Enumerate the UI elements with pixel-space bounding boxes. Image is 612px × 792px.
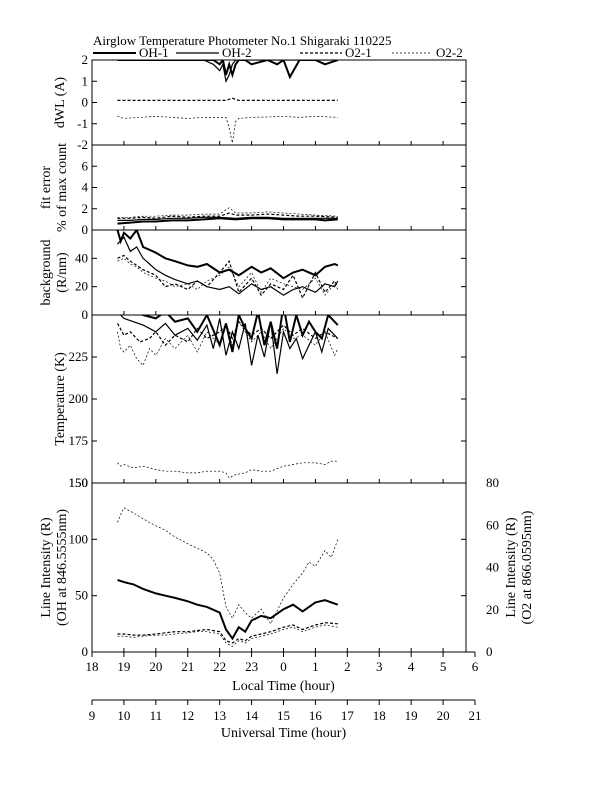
series-oh-1: [117, 578, 339, 641]
universal-time-tick-label: 15: [277, 708, 290, 723]
y-axis-title: background: [39, 239, 54, 305]
universal-time-tick-label: 10: [117, 708, 130, 723]
universal-time-tick-label: 19: [405, 708, 418, 723]
local-time-tick-label: 20: [149, 659, 162, 674]
y-tick-label: 40: [75, 250, 88, 265]
universal-time-tick-label: 18: [373, 708, 386, 723]
series-oh-1: [116, 230, 339, 280]
legend-label-o21: O2-1: [345, 45, 372, 60]
y-tick-label: -1: [77, 116, 88, 131]
legend-label-oh1: OH-1: [139, 45, 169, 60]
series-o2-2: [117, 624, 338, 647]
y2-tick-label: 80: [486, 475, 499, 490]
local-time-tick-label: 2: [344, 659, 351, 674]
legend-label-o22: O2-2: [436, 45, 463, 60]
local-time-title: Local Time (hour): [232, 679, 335, 694]
series-o2-2: [117, 207, 338, 218]
series-o2-1: [117, 622, 338, 644]
universal-time-tick-label: 12: [181, 708, 194, 723]
series-oh-1: [117, 217, 338, 225]
panel-frame: [91, 482, 467, 653]
panel-dwl: 2 1 0 -1 -2 dWL (A): [53, 52, 467, 152]
y-tick-label: 150: [69, 475, 89, 490]
series-oh-2: [119, 315, 339, 374]
universal-time-tick-label: 14: [245, 708, 259, 723]
local-time-tick-label: 1: [312, 659, 319, 674]
universal-time-tick-label: 20: [437, 708, 450, 723]
local-time-tick-label: 3: [376, 659, 383, 674]
series-o2-1: [117, 254, 339, 300]
y-tick-label: 175: [69, 433, 89, 448]
y-tick-label: 100: [69, 531, 89, 546]
y-axis-title: Temperature (K): [53, 352, 68, 446]
series-oh-1: [117, 60, 339, 80]
y-tick-label: 2: [82, 201, 89, 216]
y-axis-title: fit error: [39, 166, 54, 209]
y-tick-label: -2: [77, 137, 88, 152]
universal-time-tick-label: 11: [150, 708, 163, 723]
y-tick-label: 0: [82, 222, 89, 237]
y-axis-title: dWL (A): [53, 77, 68, 129]
local-time-tick-label: 4: [408, 659, 415, 674]
y2-tick-label: 0: [486, 644, 493, 659]
series-oh-2: [117, 216, 338, 221]
local-time-tick-label: 22: [213, 659, 226, 674]
series-o2-1: [117, 97, 338, 102]
local-time-tick-label: 6: [472, 659, 479, 674]
panel-temperature: 225 200 175 150 Temperature (K): [53, 314, 467, 490]
y-tick-label: 150: [69, 475, 89, 490]
y-tick-label: 6: [82, 158, 89, 173]
panel-fit_error: 6 4 2 0 fit error% of max count: [39, 143, 467, 237]
local-time-tick-label: 21: [181, 659, 194, 674]
series-oh-2: [117, 507, 339, 625]
local-time-tick-label: 19: [117, 659, 130, 674]
series-o2-2: [117, 320, 339, 367]
panel-background: 40 20 0 background (R/nm): [39, 229, 467, 322]
local-time-tick-label: 18: [86, 659, 99, 674]
y-tick-label: 0: [82, 307, 89, 322]
series-o2-2: [117, 115, 338, 143]
series-oh-2: [117, 60, 338, 84]
universal-time-tick-label: 21: [469, 708, 482, 723]
chart-title: Airglow Temperature Photometer No.1 Shig…: [93, 33, 392, 48]
y2-axis-subtitle: (O2 at 866.0595nm): [520, 510, 535, 624]
y-tick-label: 0: [82, 95, 89, 110]
series-oh-1: [140, 315, 339, 353]
y-tick-label: 200: [69, 391, 89, 406]
y-tick-label: 4: [82, 180, 89, 195]
y2-tick-label: 20: [486, 602, 499, 617]
series-oh-2: [117, 236, 339, 296]
local-time-tick-label: 5: [440, 659, 447, 674]
y-axis-subtitle: (R/nm): [55, 252, 70, 293]
local-time-tick-label: 0: [280, 659, 287, 674]
y2-tick-label: 60: [486, 517, 499, 532]
y-axis-title: Line Intensity (R): [39, 517, 54, 618]
y-axis-subtitle: (OH at 846.5555nm): [55, 509, 70, 626]
universal-time-tick-label: 9: [89, 708, 96, 723]
legend: OH-1 OH-2 O2-1 O2-2: [93, 45, 463, 60]
y-axis-subtitle: % of max count: [55, 143, 70, 232]
series-o2-1: [117, 212, 338, 219]
y2-axis-title: Line Intensity (R): [504, 517, 519, 618]
universal-time-tick-label: 13: [213, 708, 226, 723]
legend-label-oh2: OH-2: [222, 45, 252, 60]
y2-tick-label: 40: [486, 560, 499, 575]
y-tick-label: 2: [82, 52, 89, 67]
y-tick-label: 20: [75, 279, 88, 294]
series-o2-low: [117, 460, 338, 479]
universal-time-tick-label: 17: [341, 708, 355, 723]
y-tick-label: 50: [75, 588, 88, 603]
series-o2-2: [117, 257, 339, 296]
local-time-tick-label: 23: [245, 659, 258, 674]
universal-time-title: Universal Time (hour): [221, 726, 347, 741]
y-tick-label: 0: [82, 644, 89, 659]
panel-frame: [91, 59, 467, 146]
universal-time-tick-label: 16: [309, 708, 323, 723]
y-tick-label: 225: [69, 349, 89, 364]
y-tick-label: 1: [82, 73, 89, 88]
